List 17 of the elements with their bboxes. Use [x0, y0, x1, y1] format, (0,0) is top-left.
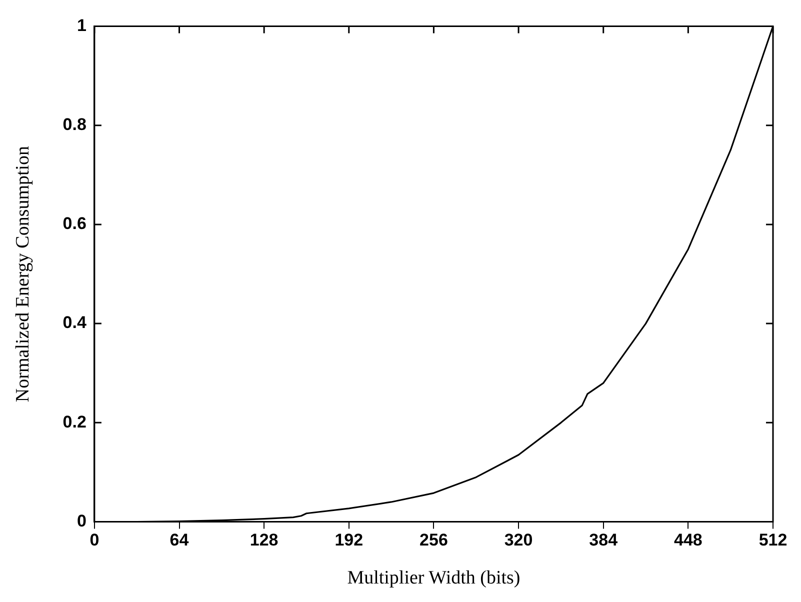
- x-tick-label: 192: [334, 530, 364, 550]
- y-tick-label: 0.6: [62, 214, 86, 234]
- x-tick-label: 512: [758, 530, 788, 550]
- y-tick-label: 1: [76, 16, 86, 35]
- y-tick-label: 0: [76, 511, 86, 530]
- y-tick-label: 0.2: [62, 412, 86, 432]
- x-tick-label: 320: [504, 530, 533, 550]
- y-tick-label: 0.4: [62, 313, 87, 332]
- x-tick-label: 384: [589, 530, 618, 550]
- x-tick-label: 0: [90, 530, 100, 550]
- x-tick-label: 256: [420, 530, 448, 550]
- x-tick-label: 128: [250, 530, 278, 550]
- x-axis-title: Multiplier Width (bits): [347, 568, 520, 589]
- x-tick-label: 64: [170, 530, 190, 550]
- y-tick-label: 0.8: [62, 115, 86, 134]
- x-tick-label: 448: [674, 530, 702, 550]
- y-axis-title: Normalized Energy Consumption: [12, 145, 34, 402]
